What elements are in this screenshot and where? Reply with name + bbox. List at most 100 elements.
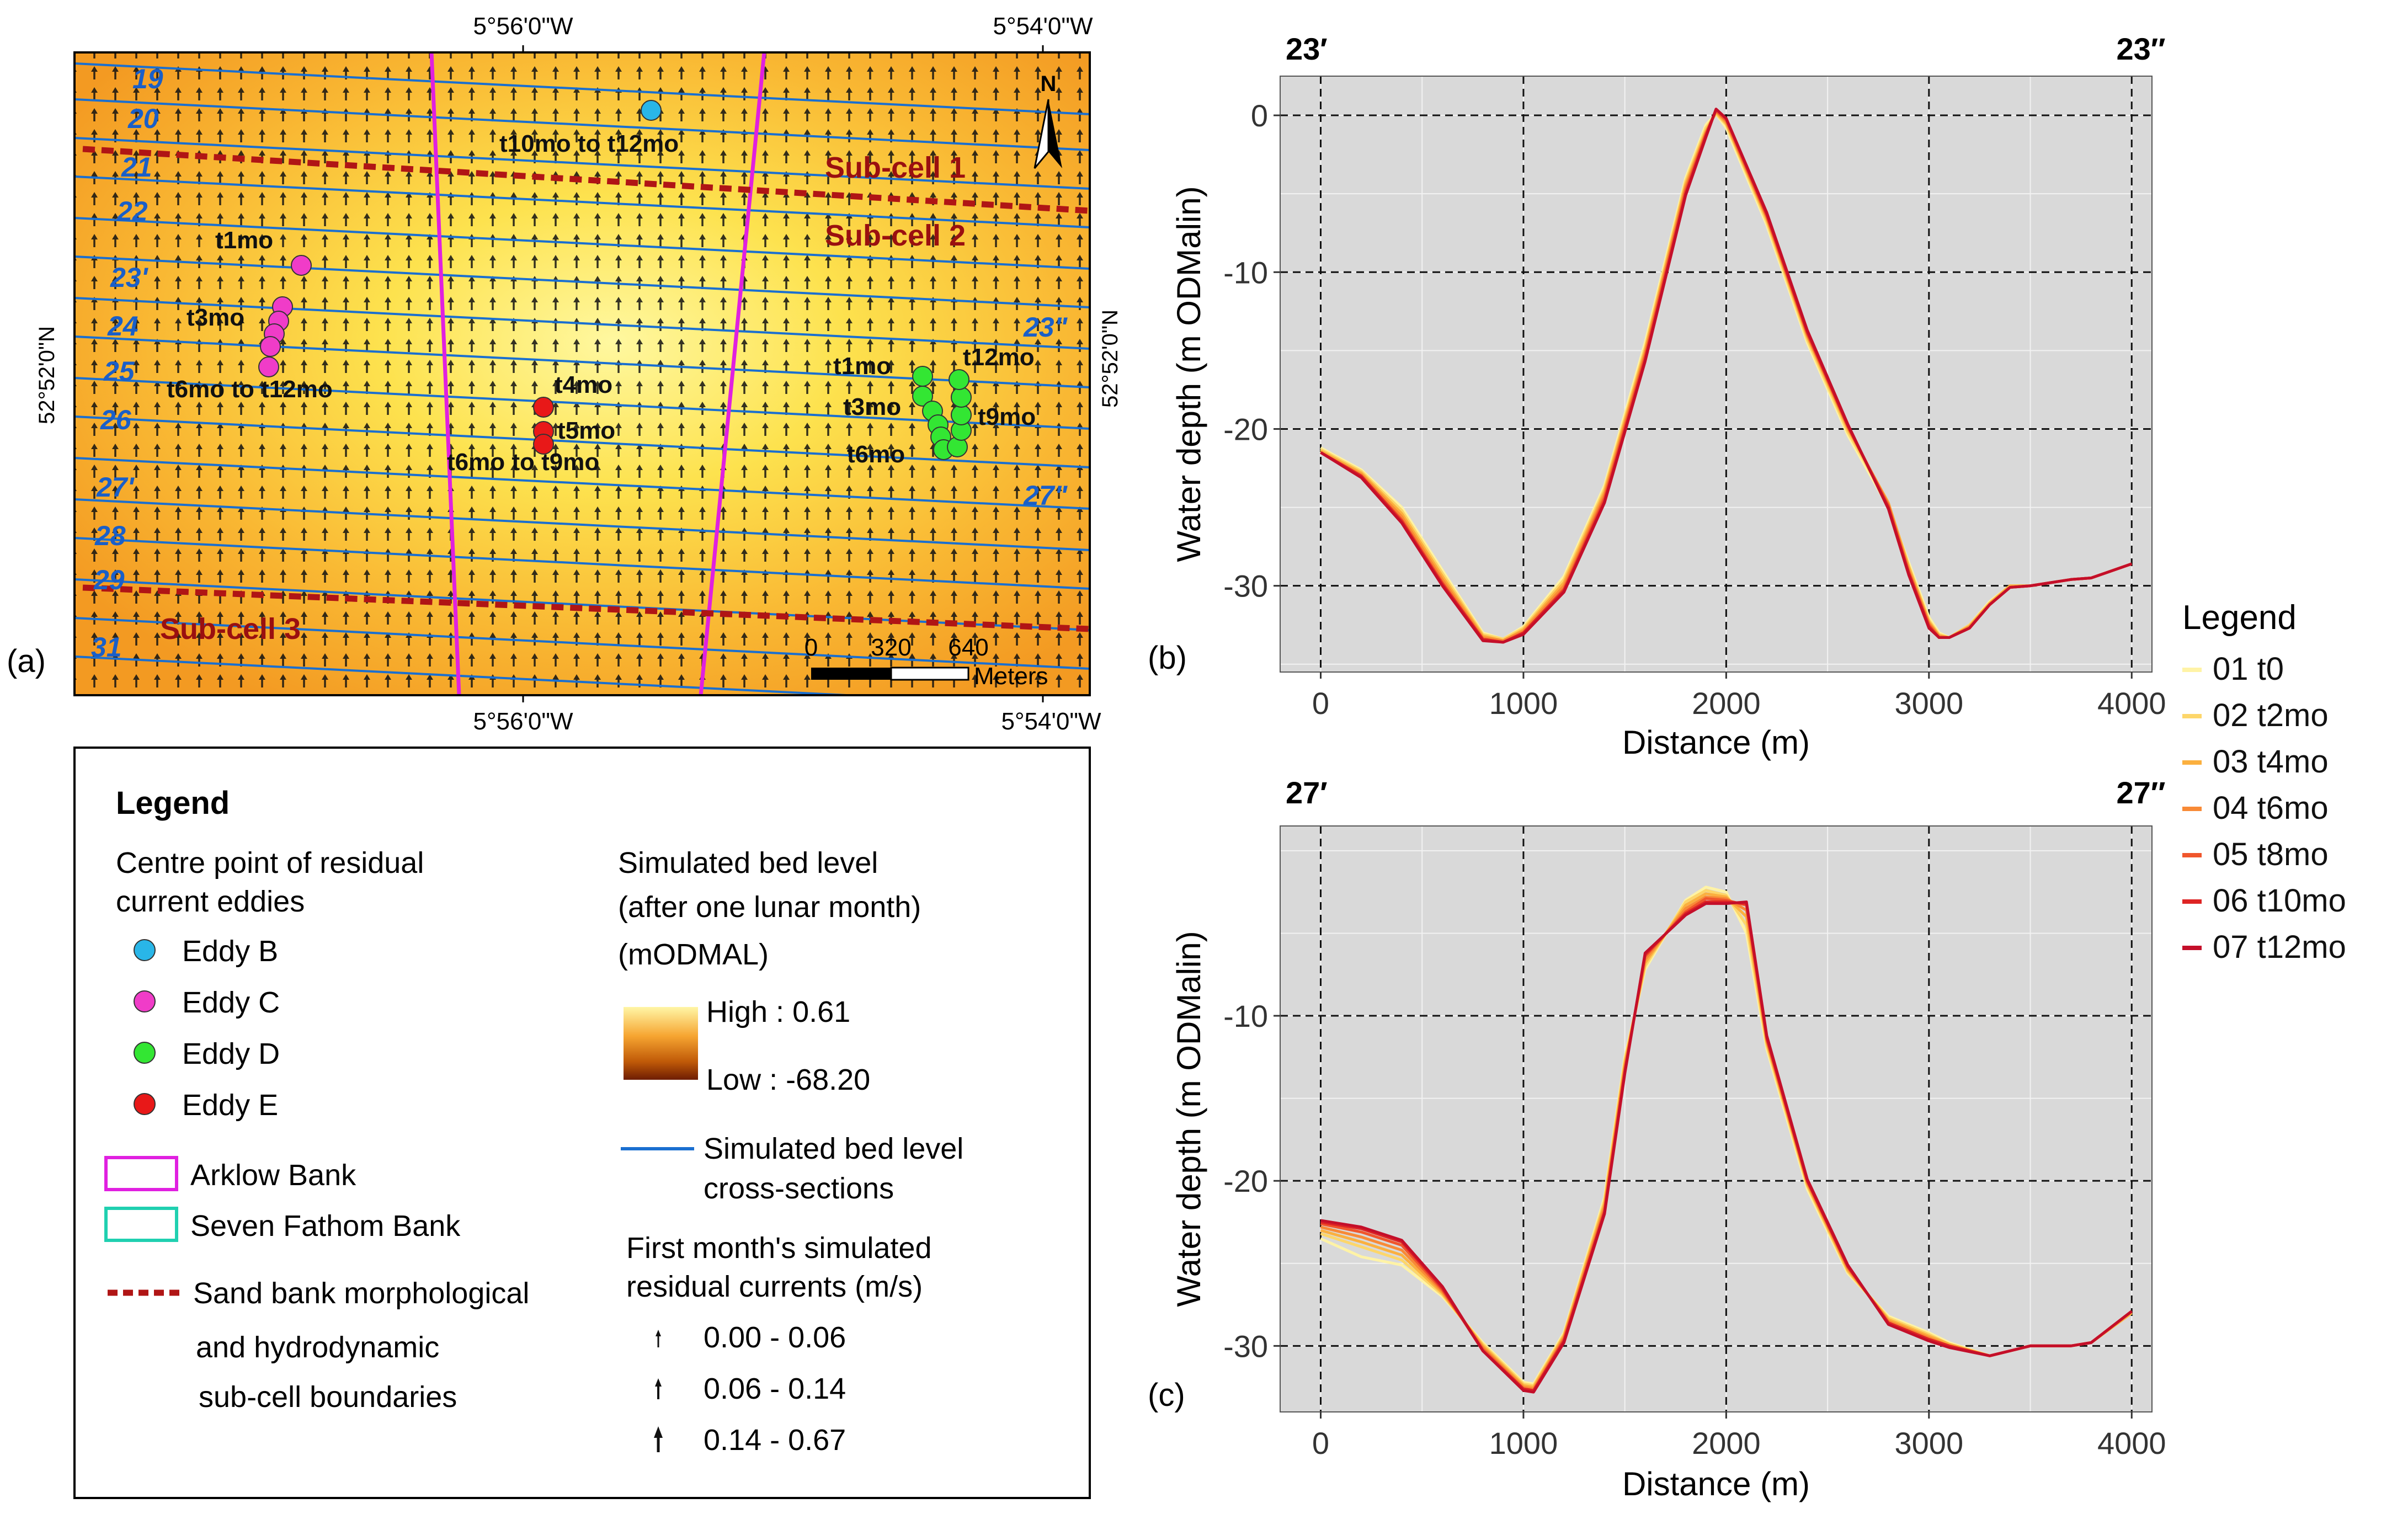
cross-section-line-3: [74, 175, 1090, 228]
arklow-bank-swatch: [104, 1156, 178, 1191]
chart-b-start-label: 23′: [1286, 31, 1328, 66]
section-label-27a: 27': [96, 472, 135, 503]
boundary-label-2: and hydrodynamic: [196, 1331, 439, 1364]
section-label-27b: 27": [1023, 480, 1068, 511]
cross-label-2: cross-sections: [704, 1172, 894, 1205]
cross-section-line-2: [74, 137, 1090, 190]
bottom-tick-1: 5°56'0"W: [473, 708, 573, 735]
section-label-28: 28: [94, 520, 126, 551]
centre-heading-2: current eddies: [116, 885, 305, 918]
north-label: N: [1041, 72, 1057, 96]
boundary-label-1: Sand bank morphological: [193, 1277, 529, 1310]
left-tick: 52°52'0"N: [35, 326, 59, 424]
eddy-e-label-3: t6mo to t9mo: [447, 449, 599, 476]
arrow-large-icon: [654, 1426, 663, 1452]
map-frame: [73, 51, 1091, 696]
legend-title: Legend: [116, 785, 230, 821]
profile-legend-label-6: 06 t10mo: [2213, 883, 2346, 919]
eddy-d-label-2: t12mo: [963, 344, 1035, 371]
current-class-3: 0.14 - 0.67: [704, 1424, 846, 1457]
profile-legend-label-5: 05 t8mo: [2213, 836, 2329, 872]
profile-legend: Legend 01 t0 02 t2mo 03 t4mo 04 t6mo 05 t8mo…: [2182, 599, 2346, 965]
arrow-medium-icon: [655, 1378, 662, 1399]
scale-bar: 0 320 640 Meters: [805, 634, 1048, 690]
cross-section-line-6: [74, 297, 1090, 350]
arklow-bank-outline-west: [429, 52, 461, 695]
cross-section-line-15: [74, 655, 870, 695]
eddy-d-marker-9: [951, 387, 972, 408]
profile-legend-label-2: 02 t2mo: [2213, 697, 2329, 733]
bed-heading-2: (after one lunar month): [618, 891, 921, 924]
chart-b-xtick-0: 0: [1312, 686, 1329, 721]
chart-b-ylabel: Water depth (m ODMalin): [1170, 186, 1207, 562]
cross-section-line-4: [74, 217, 1090, 270]
section-label-23b: 23": [1023, 312, 1068, 343]
eddy-b-label: t10mo to t12mo: [499, 130, 679, 157]
eddy-e-swatch: [134, 1093, 156, 1115]
eddy-c-label-3: t6mo to t12mo: [167, 376, 333, 403]
currents-heading-1: First month's simulated: [626, 1232, 931, 1265]
chart-c-xlabel: Distance (m): [1622, 1465, 1810, 1502]
cross-section-line-9: [74, 415, 1090, 468]
subcell-label-1: Sub-cell 1: [825, 151, 966, 184]
chart-c-grid: [1280, 826, 2152, 1412]
bed-heading-1: Simulated bed level: [618, 846, 878, 879]
bed-heading-3: (mODMAL): [618, 938, 769, 971]
chart-b-xtick-1: 1000: [1489, 686, 1558, 721]
arklow-bank-legend: Arklow Bank: [190, 1159, 356, 1192]
map-panel: (a) 5°56'0"W 5°54'0"W 5°56'0"W 5°54'0"W …: [7, 13, 1122, 735]
chart-b-panel-label: (b): [1148, 640, 1187, 676]
cross-section-line-14: [74, 617, 1090, 670]
eddy-e-marker-2: [533, 434, 554, 455]
eddy-d-label-4: t9mo: [978, 403, 1036, 430]
eddy-d-label-5: t6mo: [847, 441, 905, 468]
chart-c-xtick-2: 2000: [1692, 1426, 1761, 1460]
chart-c-ytick-1: -20: [1223, 1164, 1268, 1198]
right-tick: 52°52'0"N: [1098, 310, 1122, 408]
eddy-e-label-1: t4mo: [555, 371, 612, 398]
chart-c-end-label: 27″: [2116, 775, 2165, 810]
chart-c-xtick-4: 4000: [2097, 1426, 2166, 1460]
cross-section-line-10: [74, 457, 1090, 510]
eddy-e-legend: Eddy E: [182, 1089, 278, 1122]
cross-section-line-11: [74, 498, 1090, 551]
chart-b-xtick-2: 2000: [1692, 686, 1761, 721]
chart-b-xlabel: Distance (m): [1622, 724, 1810, 761]
chart-b-grid: [1280, 76, 2152, 672]
eddy-e-marker-0: [533, 397, 554, 418]
chart-c-series: [1320, 886, 2133, 1394]
chart-c-xtick-1: 1000: [1489, 1426, 1558, 1460]
cross-section-line-12: [74, 537, 1090, 590]
section-label-20: 20: [127, 103, 159, 134]
chart-c-xtick-3: 3000: [1895, 1426, 1964, 1460]
section-label-25: 25: [103, 356, 135, 387]
chart-b-ytick-2: -20: [1223, 412, 1268, 446]
eddy-d-marker-1: [912, 386, 933, 407]
section-label-21: 21: [121, 152, 152, 183]
current-class-1: 0.00 - 0.06: [704, 1321, 846, 1354]
cross-label-1: Simulated bed level: [704, 1132, 963, 1165]
map-panel-label: (a): [7, 643, 46, 679]
chart-c-series-7: [1320, 900, 2133, 1394]
profile-legend-label-7: 07 t12mo: [2213, 929, 2346, 965]
cross-section-line-0: [74, 62, 1090, 115]
scale-label-320: 320: [871, 634, 911, 661]
chart-b-xtick-3: 3000: [1895, 686, 1964, 721]
eddy-markers: [258, 100, 972, 460]
eddy-d-label-1: t1mo: [833, 353, 891, 380]
chart-b-plot-area: [1280, 76, 2152, 672]
map-legend: Legend Centre point of residual current …: [73, 747, 1091, 1499]
eddy-b-swatch: [134, 939, 156, 961]
bed-colour-ramp: [624, 1007, 698, 1080]
section-label-31: 31: [91, 632, 122, 663]
eddy-e-label-2: t5mo: [557, 417, 615, 444]
scale-label-0: 0: [805, 634, 818, 661]
section-label-23a: 23': [110, 262, 149, 293]
subcell-label-3: Sub-cell 3: [160, 612, 301, 646]
eddy-d-marker-8: [951, 404, 972, 425]
boundary-label-3: sub-cell boundaries: [199, 1380, 457, 1414]
chart-b-series: [1320, 108, 2133, 644]
chart-c-plot-area: [1280, 826, 2152, 1412]
arrow-small-icon: [656, 1330, 661, 1347]
cross-section-line-5: [74, 255, 1090, 308]
